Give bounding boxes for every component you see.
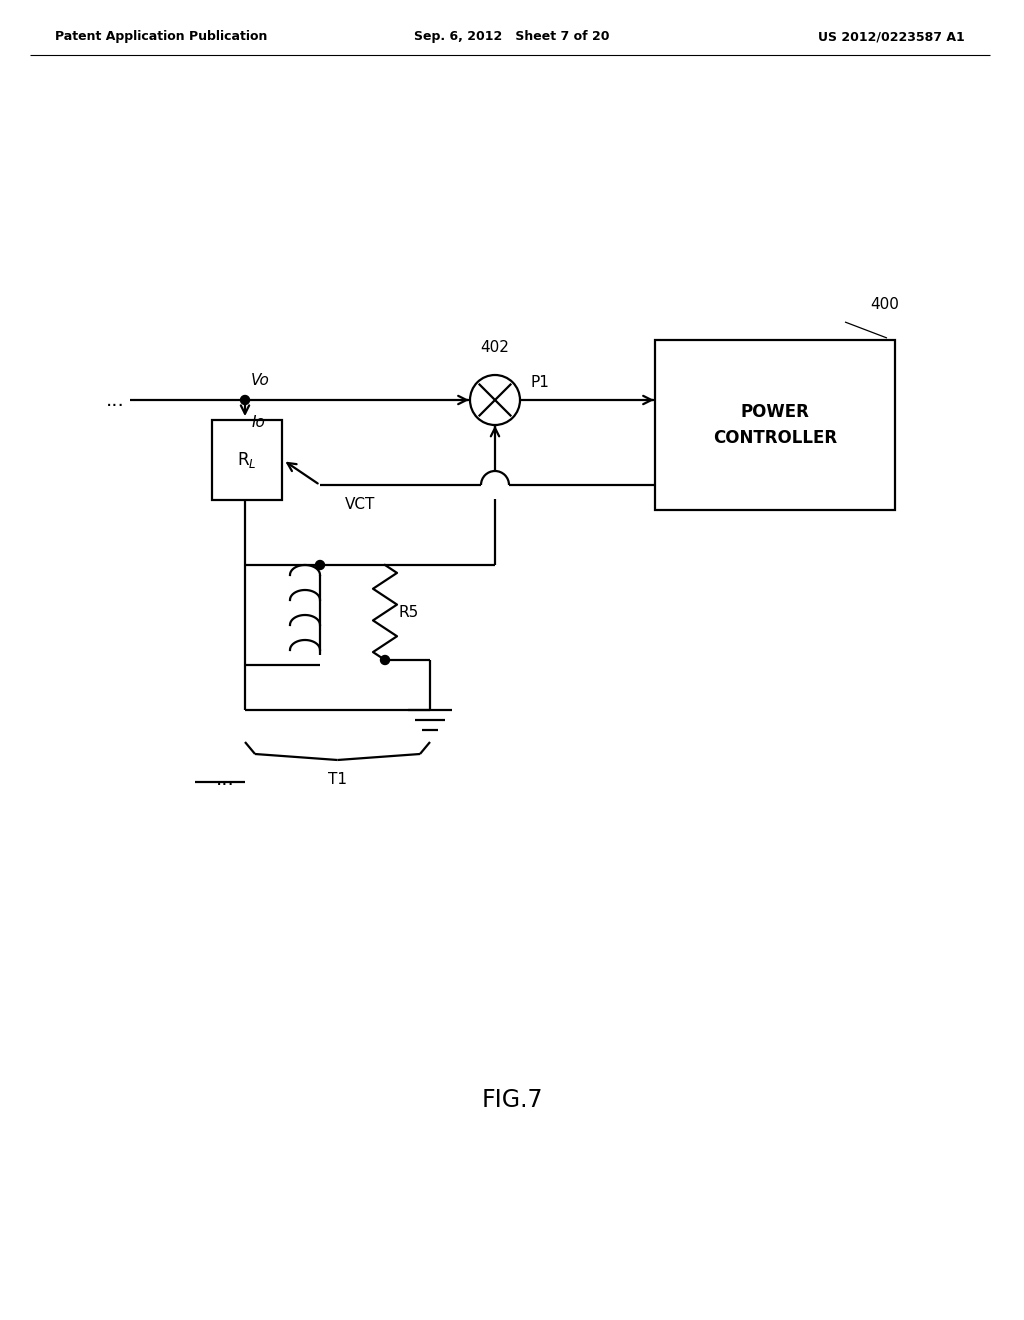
Circle shape [241,396,250,404]
Text: T1: T1 [328,772,347,787]
Text: 400: 400 [870,297,899,312]
Text: Patent Application Publication: Patent Application Publication [55,30,267,44]
Text: Vo: Vo [251,374,270,388]
Text: Io: Io [252,414,266,430]
Text: FIG.7: FIG.7 [481,1088,543,1111]
Text: R$_L$: R$_L$ [238,450,257,470]
Text: 402: 402 [480,341,509,355]
Circle shape [381,656,389,664]
Text: ...: ... [216,770,234,788]
Text: ...: ... [106,391,125,409]
Text: POWER
CONTROLLER: POWER CONTROLLER [713,403,837,447]
Text: VCT: VCT [345,498,376,512]
Text: US 2012/0223587 A1: US 2012/0223587 A1 [818,30,965,44]
Text: Sep. 6, 2012   Sheet 7 of 20: Sep. 6, 2012 Sheet 7 of 20 [415,30,609,44]
Circle shape [315,561,325,569]
Text: R5: R5 [399,605,419,620]
Text: P1: P1 [530,375,549,389]
